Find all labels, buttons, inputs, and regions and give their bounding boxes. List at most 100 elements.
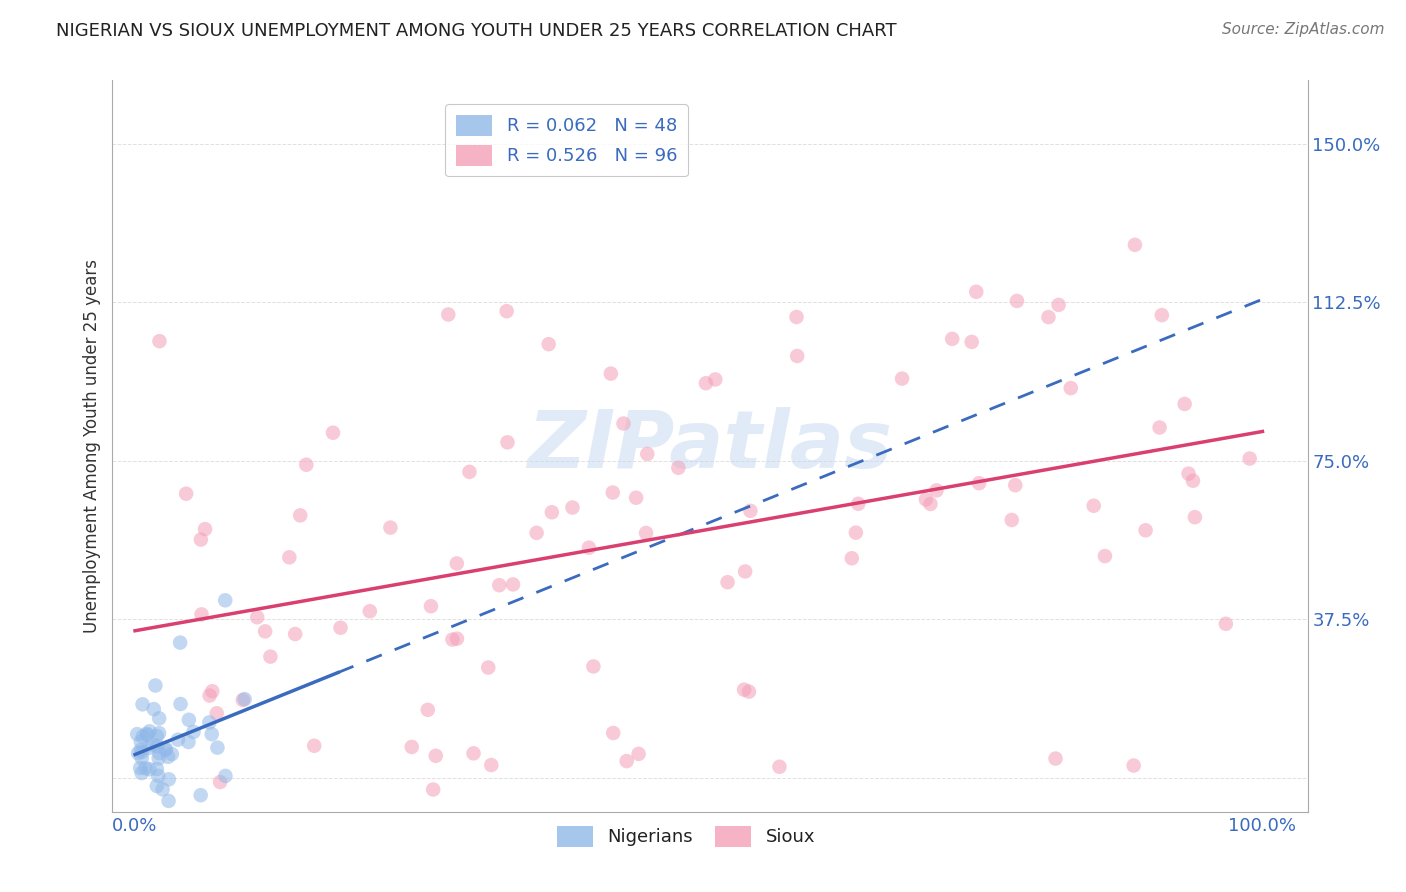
Point — [145, 678, 167, 692]
Point — [284, 627, 307, 641]
Point — [132, 730, 155, 744]
Point — [616, 754, 638, 768]
Point — [1045, 751, 1067, 765]
Point — [190, 533, 212, 547]
Point — [322, 425, 344, 440]
Text: ZIPatlas: ZIPatlas — [527, 407, 893, 485]
Point — [941, 332, 963, 346]
Point — [232, 693, 254, 707]
Point — [768, 760, 790, 774]
Point — [446, 557, 468, 571]
Point — [425, 748, 447, 763]
Point — [463, 747, 485, 761]
Y-axis label: Unemployment Among Youth under 25 years: Unemployment Among Youth under 25 years — [83, 259, 101, 633]
Point — [155, 741, 177, 756]
Point — [148, 334, 170, 348]
Point — [704, 372, 727, 386]
Point — [891, 371, 914, 385]
Point — [142, 702, 165, 716]
Legend: Nigerians, Sioux: Nigerians, Sioux — [550, 819, 823, 854]
Point — [201, 684, 224, 698]
Point — [960, 334, 983, 349]
Point — [177, 713, 200, 727]
Point — [207, 740, 229, 755]
Point — [148, 769, 170, 783]
Point — [359, 604, 381, 618]
Point — [146, 762, 169, 776]
Point — [148, 751, 170, 765]
Point — [1060, 381, 1083, 395]
Point — [422, 782, 444, 797]
Point — [1215, 616, 1237, 631]
Point — [1001, 513, 1024, 527]
Point — [214, 769, 236, 783]
Point — [666, 460, 689, 475]
Point — [495, 304, 517, 318]
Point — [537, 337, 560, 351]
Point — [152, 782, 174, 797]
Point — [920, 497, 942, 511]
Point — [1005, 293, 1028, 308]
Point — [148, 726, 170, 740]
Point — [1004, 478, 1026, 492]
Point — [136, 728, 159, 742]
Point — [160, 747, 183, 761]
Point — [131, 745, 153, 759]
Point — [915, 492, 938, 507]
Point — [138, 740, 160, 755]
Point — [612, 417, 634, 431]
Point — [1135, 523, 1157, 537]
Point — [146, 739, 169, 754]
Point — [254, 624, 277, 639]
Point — [624, 491, 647, 505]
Point — [177, 735, 200, 749]
Point — [167, 732, 190, 747]
Point — [733, 682, 755, 697]
Point — [1174, 397, 1197, 411]
Point — [190, 607, 212, 622]
Point — [169, 635, 191, 649]
Point — [233, 692, 256, 706]
Point — [1123, 237, 1146, 252]
Point — [329, 621, 352, 635]
Point — [198, 715, 221, 730]
Point — [129, 743, 152, 757]
Point — [1177, 467, 1199, 481]
Point — [131, 698, 153, 712]
Point — [380, 520, 402, 534]
Point — [214, 593, 236, 607]
Point — [967, 476, 990, 491]
Point — [138, 724, 160, 739]
Point — [131, 766, 153, 780]
Point — [278, 550, 301, 565]
Point — [695, 376, 717, 391]
Point — [420, 599, 443, 614]
Point — [205, 706, 228, 721]
Point — [488, 578, 510, 592]
Point — [602, 485, 624, 500]
Point — [786, 310, 808, 324]
Point — [716, 575, 738, 590]
Point — [458, 465, 481, 479]
Point — [437, 308, 460, 322]
Point — [740, 504, 762, 518]
Point — [157, 749, 180, 764]
Point — [169, 697, 191, 711]
Point — [786, 349, 808, 363]
Point — [146, 779, 169, 793]
Point — [1122, 758, 1144, 772]
Point — [446, 632, 468, 646]
Point — [201, 727, 224, 741]
Point — [148, 746, 170, 760]
Point — [441, 632, 464, 647]
Point — [599, 367, 621, 381]
Point — [401, 739, 423, 754]
Point — [259, 649, 281, 664]
Point — [198, 689, 221, 703]
Point — [416, 703, 439, 717]
Point — [925, 483, 948, 498]
Point — [1047, 298, 1070, 312]
Point — [1184, 510, 1206, 524]
Point — [496, 435, 519, 450]
Point — [194, 522, 217, 536]
